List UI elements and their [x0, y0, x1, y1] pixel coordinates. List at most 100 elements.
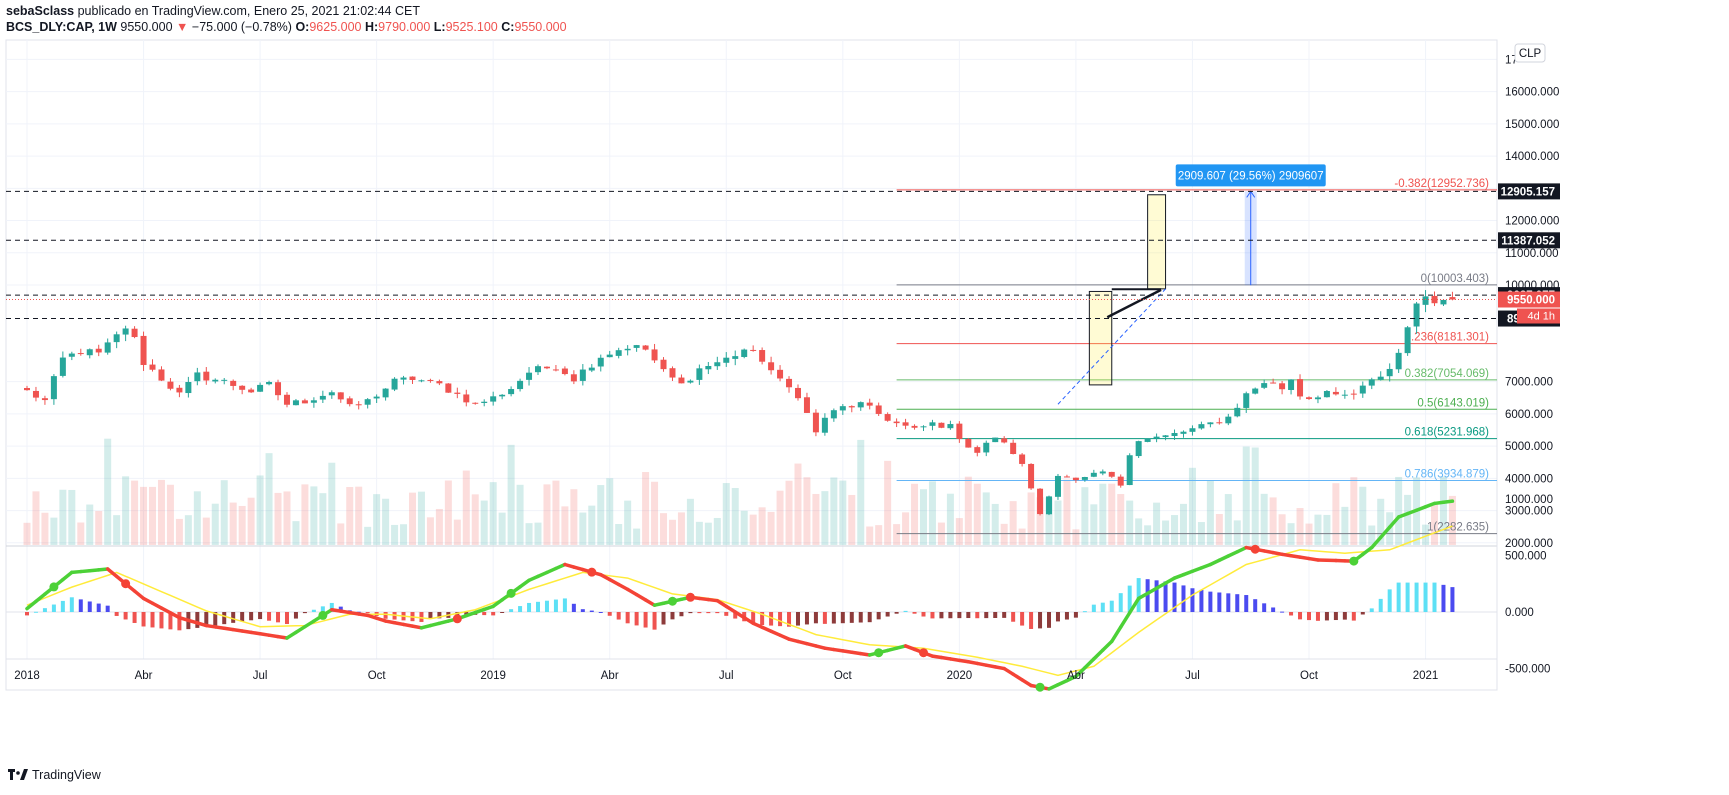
- candle-body: [1090, 472, 1097, 477]
- volume-bar: [928, 481, 936, 545]
- volume-bar: [561, 506, 569, 545]
- osc-histogram-bar: [276, 612, 281, 623]
- volume-bar: [229, 502, 237, 545]
- candle-body: [1279, 383, 1286, 390]
- candle-body: [1440, 299, 1447, 305]
- candle-body: [588, 367, 595, 371]
- candle-body: [194, 372, 201, 382]
- measure-label: 2909.607 (29.56%) 2909607: [1178, 170, 1324, 182]
- osc-main-segment: [61, 570, 74, 582]
- osc-main-segment: [733, 610, 746, 620]
- volume-bar: [364, 526, 372, 545]
- volume-bar: [462, 470, 470, 545]
- volume-bar: [1431, 504, 1439, 545]
- last-price: 9550.000: [120, 20, 173, 34]
- osc-histogram-bar: [428, 612, 433, 619]
- volume-bar: [552, 480, 560, 545]
- volume-bar: [875, 525, 883, 545]
- osc-histogram-bar: [1038, 612, 1043, 629]
- osc-histogram-bar: [105, 605, 110, 612]
- volume-bar: [776, 490, 784, 545]
- volume-bar: [50, 517, 58, 545]
- candle-body: [1153, 436, 1160, 439]
- high-value: 9790.000: [378, 20, 431, 34]
- osc-histogram-bar: [831, 612, 836, 624]
- osc-histogram-bar: [616, 612, 621, 620]
- osc-histogram-bar: [1280, 611, 1285, 613]
- level-price-label: 11387.052: [1501, 235, 1555, 247]
- osc-histogram-bar: [1306, 612, 1311, 621]
- volume-bar: [991, 503, 999, 545]
- osc-histogram-bar: [948, 612, 953, 619]
- volume-bar: [444, 480, 452, 545]
- volume-bar: [68, 489, 76, 545]
- candle-body: [759, 350, 766, 362]
- volume-bar: [1350, 477, 1358, 545]
- plot-frame: [5, 39, 1498, 691]
- candle-body: [705, 365, 712, 370]
- price-change: −75.000 (−0.78%): [191, 20, 292, 34]
- osc-histogram-bar: [1387, 589, 1392, 612]
- volume-bar: [32, 491, 40, 545]
- osc-main-segment: [34, 592, 47, 604]
- osc-histogram-bar: [1432, 582, 1437, 612]
- osc-histogram-bar: [1423, 582, 1428, 612]
- volume-bar: [113, 515, 121, 545]
- candle-body: [212, 379, 219, 382]
- osc-histogram-bar: [1253, 599, 1258, 612]
- candle-body: [1323, 391, 1330, 398]
- osc-histogram-bar: [1360, 612, 1365, 615]
- volume-bar: [23, 522, 31, 545]
- price-tick-label: 6000.000: [1505, 409, 1553, 421]
- volume-histogram: [23, 438, 1456, 545]
- volume-bar: [713, 517, 721, 545]
- candle-body: [741, 349, 748, 357]
- candle-body: [606, 354, 613, 358]
- volume-bar: [489, 482, 497, 545]
- volume-bar: [1260, 493, 1268, 545]
- candle-body: [1054, 475, 1061, 497]
- osc-histogram-bar: [96, 603, 101, 612]
- osc-histogram-bar: [419, 612, 424, 622]
- volume-bar: [95, 510, 103, 545]
- volume-bar: [803, 477, 811, 545]
- price-tick-label: 15000.000: [1505, 119, 1559, 131]
- candle-body: [391, 378, 398, 390]
- osc-tick-label: 0.000: [1505, 607, 1534, 619]
- osc-histogram-bar: [213, 612, 218, 626]
- candle-body: [463, 394, 470, 403]
- candle-body: [364, 399, 371, 405]
- volume-bar: [525, 523, 533, 545]
- candle-body: [714, 362, 721, 367]
- symbol-label[interactable]: BCS_DLY:CAP, 1W: [6, 20, 117, 34]
- chart-grid: [5, 39, 1498, 691]
- volume-bar: [1359, 486, 1367, 545]
- tradingview-brand[interactable]: TradingView: [8, 768, 101, 782]
- osc-histogram-bar: [1047, 612, 1052, 628]
- candle-body: [409, 376, 416, 380]
- volume-bar: [642, 472, 650, 545]
- osc-cross-marker: [49, 582, 59, 592]
- candle-body: [445, 383, 452, 393]
- volume-bar: [1278, 514, 1286, 545]
- osc-histogram-bar: [1208, 591, 1213, 612]
- candle-body: [1305, 397, 1312, 400]
- candle-body: [803, 397, 810, 413]
- volume-bar: [426, 517, 434, 545]
- osc-main-segment: [1441, 499, 1455, 505]
- author-name[interactable]: sebaSclass: [6, 4, 75, 18]
- time-tick-label: Abr: [601, 670, 619, 682]
- candle-body: [1117, 476, 1124, 486]
- candle-body: [490, 396, 497, 402]
- osc-histogram-bar: [697, 612, 702, 614]
- osc-histogram-bar: [1064, 612, 1069, 620]
- candle-body: [50, 376, 57, 400]
- candle-body: [472, 402, 479, 404]
- osc-histogram-bar: [1029, 612, 1034, 629]
- volume-bar: [1341, 506, 1349, 545]
- candle-body: [1028, 463, 1035, 489]
- fibonacci-retracement: -0.382(12952.736) 0(10003.403) 0.236(8181.…: [896, 178, 1497, 535]
- candle-body: [221, 379, 228, 381]
- osc-histogram-bar: [222, 612, 227, 625]
